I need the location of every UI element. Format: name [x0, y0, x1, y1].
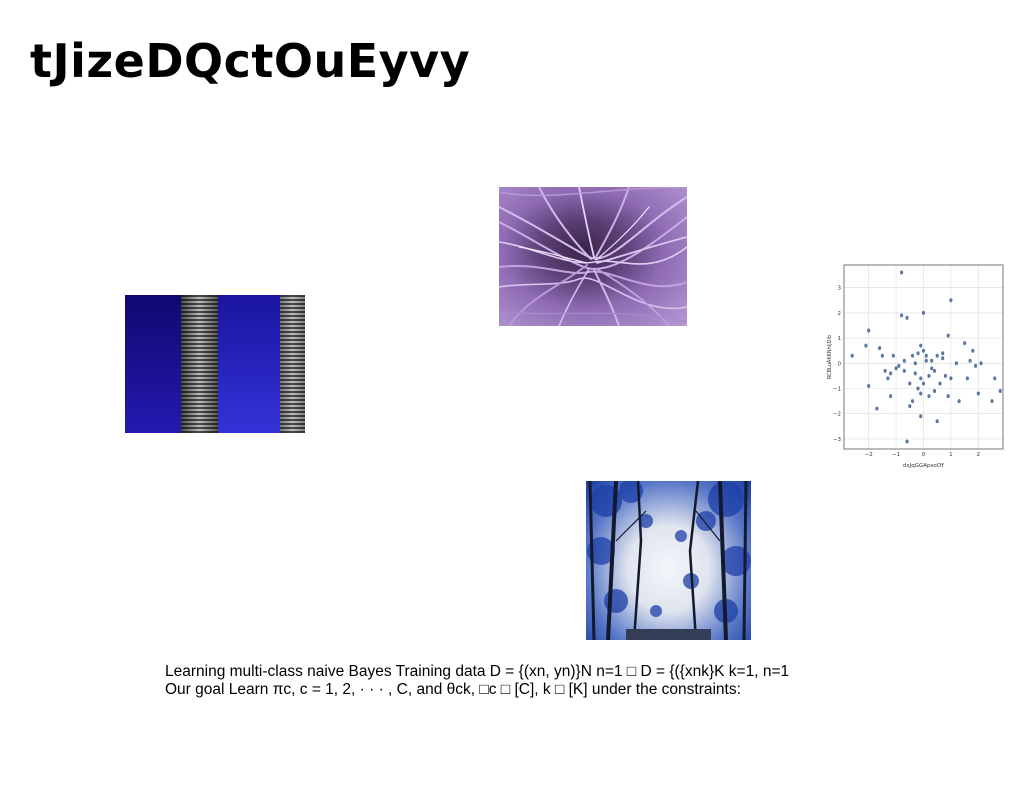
scatter-point — [916, 386, 920, 391]
scatter-point — [897, 363, 901, 368]
scatter-point — [998, 389, 1002, 394]
scatter-point — [990, 399, 994, 404]
scatter-point — [924, 353, 928, 358]
forest-graphic — [587, 481, 751, 640]
scatter-point — [880, 353, 884, 358]
scatter-point — [946, 333, 950, 338]
scatter-point — [976, 391, 980, 396]
y-tick-label: −3 — [833, 437, 842, 443]
scatter-chart: −2 −1 0 1 2 −3 −2 −1 0 1 2 3 dxJqGGApsoOY RCBLuAKKN… — [824, 262, 1008, 472]
scatter-point — [979, 361, 983, 366]
scatter-point — [919, 391, 923, 396]
scatter-point — [932, 368, 937, 373]
y-tick-label: 2 — [838, 311, 842, 317]
x-tick-label: 2 — [977, 452, 981, 458]
scatter-point — [908, 404, 912, 409]
scatter-chart-svg: −2 −1 0 1 2 −3 −2 −1 0 1 2 3 dxJqGGApsoOY RCBLuAKKN… — [827, 264, 1004, 469]
y-tick-label: 1 — [838, 336, 842, 342]
scatter-point — [949, 376, 953, 381]
scatter-point — [919, 414, 923, 419]
body-text: Learning multi-class naive Bayes Trainin… — [165, 663, 790, 698]
scatter-point — [941, 356, 945, 361]
scatter-point — [927, 394, 931, 399]
scatter-point — [930, 366, 934, 371]
scatter-point — [850, 353, 854, 358]
scatter-point — [905, 315, 909, 320]
x-tick-label: −1 — [892, 452, 900, 458]
scatter-point — [919, 343, 923, 348]
y-tick-label: −2 — [833, 412, 841, 418]
blue-panels-graphic — [125, 295, 305, 433]
y-tick-label: 0 — [838, 361, 842, 367]
scatter-point — [957, 399, 961, 404]
blue-panels-image — [125, 295, 305, 433]
scatter-point — [910, 399, 915, 404]
slide-title: tJizeDQctOuEyvy — [30, 34, 471, 88]
scatter-point — [899, 270, 904, 275]
scatter-point — [941, 351, 945, 356]
scatter-point — [910, 353, 915, 358]
scatter-point — [930, 358, 934, 363]
scatter-point — [899, 313, 904, 318]
scatter-point — [924, 358, 928, 363]
purple-strands-image — [499, 187, 687, 326]
scatter-point — [963, 341, 967, 346]
scatter-point — [864, 343, 868, 348]
scatter-point — [932, 389, 937, 394]
scatter-point — [889, 394, 893, 399]
scatter-point — [902, 368, 906, 373]
scatter-point — [902, 358, 906, 363]
scatter-point — [886, 376, 890, 381]
scatter-point — [935, 419, 939, 424]
scatter-point — [883, 368, 887, 373]
scatter-point — [878, 346, 882, 351]
y-tick-label: −1 — [833, 387, 841, 393]
scatter-point — [919, 376, 923, 381]
scatter-point — [938, 381, 942, 386]
x-tick-label: 1 — [949, 452, 953, 458]
scatter-point — [949, 298, 953, 303]
scatter-point — [921, 348, 926, 353]
scatter-point — [921, 381, 926, 386]
scatter-point — [867, 383, 871, 388]
scatter-point — [927, 373, 931, 378]
scatter-point — [968, 358, 972, 363]
scatter-point — [935, 353, 939, 358]
forest-image — [586, 481, 751, 640]
scatter-point — [905, 439, 909, 444]
plot-frame — [843, 264, 1004, 450]
scatter-point — [954, 361, 958, 366]
y-tick-label: 3 — [838, 286, 842, 292]
x-tick-label: −2 — [865, 452, 873, 458]
scatter-point — [971, 348, 975, 353]
y-axis-label: RCBLuAKKNhIjDib — [827, 335, 833, 379]
scatter-point — [891, 353, 895, 358]
scatter-point — [916, 351, 920, 356]
scatter-point — [913, 361, 917, 366]
scatter-point — [921, 310, 926, 315]
x-tick-label: 0 — [922, 452, 926, 458]
purple-strands-graphic — [499, 187, 687, 326]
x-axis-label: dxJqGGApsoOY — [903, 463, 945, 469]
scatter-point — [973, 363, 978, 368]
scatter-point — [875, 406, 879, 411]
scatter-point — [894, 366, 898, 371]
scatter-point — [943, 373, 948, 378]
scatter-point — [867, 328, 871, 333]
scatter-point — [908, 381, 912, 386]
scatter-point — [889, 371, 893, 376]
scatter-point — [993, 376, 997, 381]
scatter-point — [946, 394, 950, 399]
scatter-point — [913, 371, 917, 376]
scatter-point — [965, 376, 969, 381]
